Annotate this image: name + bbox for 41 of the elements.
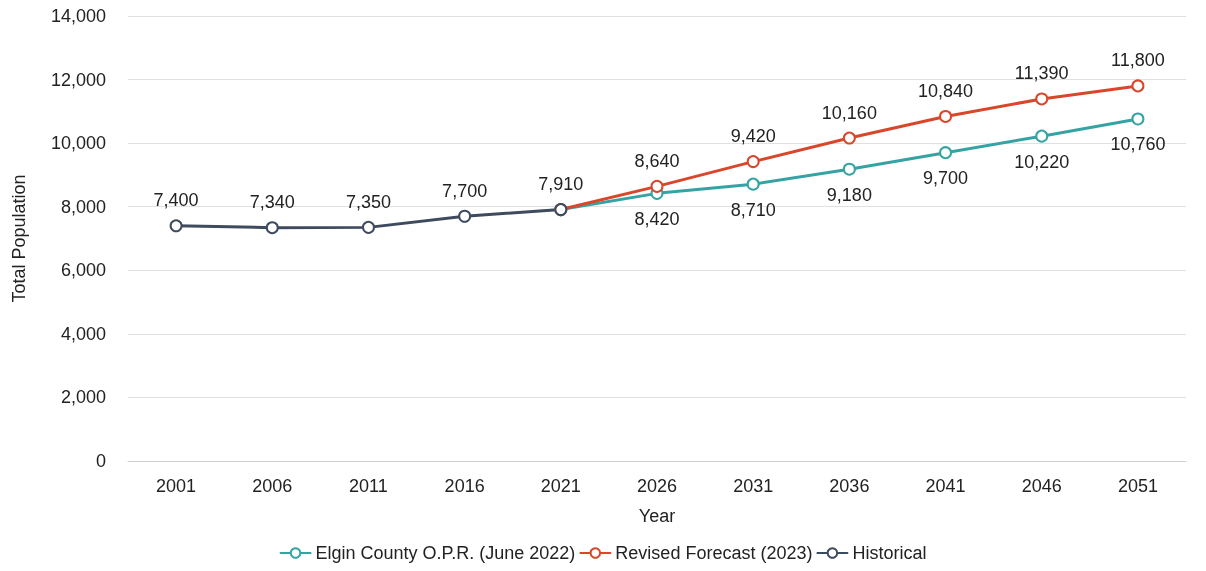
legend-label: Historical bbox=[852, 543, 927, 563]
data-label: 7,910 bbox=[538, 174, 584, 195]
x-tick-label: 2021 bbox=[540, 476, 581, 496]
data-label: 10,840 bbox=[918, 80, 974, 101]
legend-label: Revised Forecast (2023) bbox=[615, 543, 813, 563]
x-tick-label: 2011 bbox=[349, 476, 388, 496]
y-tick-label: 0 bbox=[95, 451, 106, 471]
data-label: 10,220 bbox=[1014, 151, 1070, 172]
x-tick-label: 2001 bbox=[156, 476, 197, 496]
x-axis-title: Year bbox=[638, 506, 676, 526]
x-tick-label: 2036 bbox=[829, 476, 870, 496]
y-tick-label: 4,000 bbox=[60, 323, 106, 344]
y-tick-label: 14,000 bbox=[50, 6, 106, 26]
x-tick-label: 2041 bbox=[925, 476, 966, 496]
data-label: 9,700 bbox=[923, 168, 969, 189]
y-tick-label: 12,000 bbox=[50, 69, 106, 90]
data-label: 7,400 bbox=[153, 190, 199, 211]
data-label: 11,800 bbox=[1111, 50, 1165, 71]
y-axis-title: Total Population bbox=[9, 174, 29, 303]
y-tick-label: 10,000 bbox=[50, 133, 106, 154]
legend-label: Elgin County O.P.R. (June 2022) bbox=[315, 543, 576, 563]
x-tick-label: 2006 bbox=[252, 476, 293, 496]
x-tick-label: 2016 bbox=[444, 476, 485, 496]
data-label: 7,340 bbox=[249, 192, 295, 213]
data-label: 8,640 bbox=[634, 150, 680, 171]
x-tick-label: 2031 bbox=[733, 476, 774, 496]
data-label: 8,420 bbox=[634, 208, 680, 229]
data-label: 10,160 bbox=[821, 102, 877, 123]
x-tick-label: 2026 bbox=[636, 476, 678, 496]
x-tick-label: 2046 bbox=[1021, 476, 1062, 496]
y-tick-label: 6,000 bbox=[60, 260, 106, 281]
y-tick-label: 8,000 bbox=[60, 196, 106, 217]
data-label: 9,180 bbox=[826, 184, 872, 205]
data-label: 9,420 bbox=[730, 126, 776, 147]
x-tick-label: 2051 bbox=[1117, 476, 1158, 496]
data-label: 7,350 bbox=[345, 191, 391, 212]
data-label: 11,390 bbox=[1014, 63, 1069, 84]
data-label: 10,760 bbox=[1110, 134, 1166, 155]
y-tick-label: 2,000 bbox=[60, 387, 106, 408]
data-label: 8,710 bbox=[730, 199, 776, 220]
data-label: 7,700 bbox=[442, 180, 488, 201]
